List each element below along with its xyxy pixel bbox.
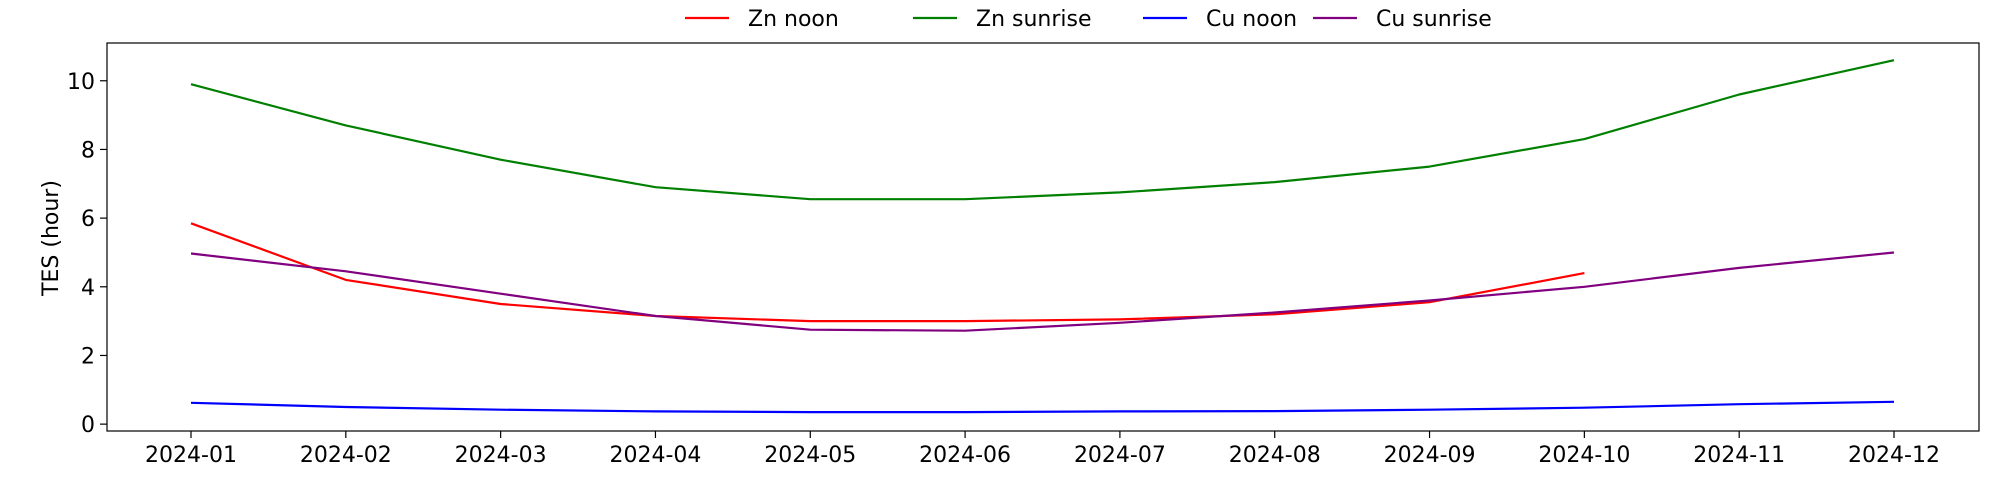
series-line-zn-noon	[190, 222, 1585, 323]
y-tick-label: 6	[81, 207, 95, 232]
x-tick-label: 2024-03	[455, 443, 547, 468]
y-tick-label: 0	[81, 413, 95, 438]
y-axis-ticks: 0 2 4 6 8 10	[67, 70, 107, 438]
x-tick-label: 2024-10	[1538, 443, 1630, 468]
x-tick-label: 2024-07	[1074, 443, 1166, 468]
x-tick-label: 2024-05	[764, 443, 856, 468]
y-tick-label: 8	[81, 138, 95, 163]
legend-item-cu-noon: Cu noon	[1143, 7, 1297, 32]
legend: Zn noon Zn sunrise Cu noon Cu sunrise	[685, 7, 1492, 32]
legend-label: Cu noon	[1206, 7, 1297, 32]
series-line-cu-sunrise	[190, 251, 1895, 332]
x-tick-label: 2024-08	[1229, 443, 1321, 468]
x-tick-label: 2024-04	[609, 443, 701, 468]
x-tick-label: 2024-02	[300, 443, 392, 468]
legend-label: Zn sunrise	[976, 7, 1092, 32]
legend-label: Cu sunrise	[1376, 7, 1492, 32]
plot-area-frame	[106, 42, 1980, 432]
x-tick-label: 2024-09	[1384, 443, 1476, 468]
series-lines	[190, 59, 1895, 414]
y-axis-label: TES (hour)	[39, 180, 64, 297]
series-line-zn-sunrise	[190, 59, 1895, 201]
y-tick-label: 10	[67, 70, 95, 95]
series-line-cu-noon	[190, 400, 1895, 414]
y-tick-label: 4	[81, 276, 95, 301]
legend-item-zn-noon: Zn noon	[685, 7, 839, 32]
x-tick-label: 2024-12	[1848, 443, 1940, 468]
y-axis-label-group: TES (hour)	[39, 180, 64, 297]
y-tick-label: 2	[81, 344, 95, 369]
x-axis-ticks: 2024-01 2024-02 2024-03 2024-04 2024-05 2024-…	[145, 431, 1940, 468]
legend-label: Zn noon	[748, 7, 839, 32]
x-tick-label: 2024-06	[919, 443, 1011, 468]
legend-item-cu-sunrise: Cu sunrise	[1313, 7, 1492, 32]
x-tick-label: 2024-11	[1693, 443, 1785, 468]
legend-item-zn-sunrise: Zn sunrise	[913, 7, 1092, 32]
x-tick-label: 2024-01	[145, 443, 237, 468]
